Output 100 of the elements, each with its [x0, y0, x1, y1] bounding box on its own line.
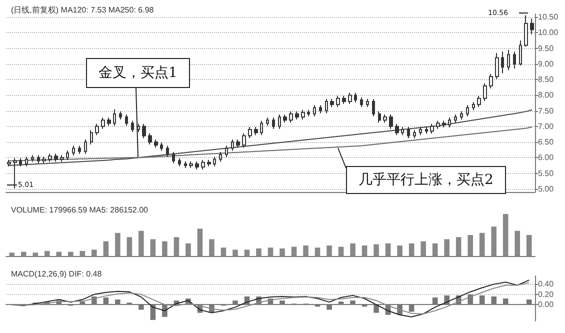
- bar: [80, 250, 86, 256]
- candlestick: [260, 120, 263, 136]
- bar: [115, 232, 120, 256]
- bar: [432, 243, 438, 256]
- candlestick: [313, 104, 316, 117]
- bar: [244, 250, 250, 256]
- candlestick: [372, 98, 375, 117]
- candlestick: [336, 95, 340, 108]
- candlestick: [84, 139, 87, 154]
- bar: [20, 252, 26, 256]
- candlestick: [495, 52, 499, 80]
- bar: [314, 248, 320, 256]
- candlestick: [319, 104, 322, 114]
- candlestick: [178, 158, 181, 167]
- candlestick: [148, 132, 152, 146]
- candlestick: [354, 92, 357, 103]
- y-tick-label: 5.00: [538, 184, 554, 194]
- annotation: 几乎平行上涨，买点2: [346, 166, 506, 194]
- y-tick-label: 0.20: [538, 290, 554, 299]
- candlestick: [172, 152, 175, 164]
- bar: [44, 250, 50, 256]
- bar: [174, 237, 180, 256]
- candlestick: [436, 120, 440, 130]
- candlestick: [283, 114, 287, 124]
- bar: [514, 230, 520, 256]
- candlestick: [483, 82, 487, 102]
- candlestick: [137, 123, 140, 133]
- y-tick-label: 0.00: [538, 300, 554, 310]
- chart-title: MACD(12,26,9) DIF: 0.48: [11, 270, 102, 278]
- candlestick: [195, 160, 199, 170]
- candlestick: [401, 126, 404, 136]
- candlestick: [295, 110, 299, 120]
- bar: [526, 235, 532, 256]
- bar: [209, 239, 214, 256]
- candlestick: [383, 114, 387, 124]
- candlestick: [448, 117, 451, 128]
- bar: [232, 250, 238, 256]
- candlestick: [272, 117, 275, 130]
- candlestick: [501, 50, 504, 74]
- candlestick: [166, 145, 169, 158]
- bar: [256, 248, 262, 256]
- bar: [186, 243, 191, 256]
- candlestick: [378, 110, 381, 124]
- candlestick: [131, 120, 134, 133]
- bar: [408, 243, 414, 256]
- candlestick: [107, 117, 111, 126]
- bar: [502, 214, 508, 256]
- y-tick-label: 10.00: [538, 28, 559, 38]
- candlestick: [189, 160, 193, 168]
- candlestick: [119, 110, 122, 120]
- bar: [126, 237, 132, 256]
- y-tick-label: 9.00: [538, 59, 554, 68]
- candlestick: [466, 104, 469, 117]
- line-series: [8, 126, 533, 162]
- candlestick: [201, 159, 205, 170]
- bar: [385, 243, 391, 256]
- candlestick: [360, 96, 363, 108]
- bar: [68, 252, 74, 256]
- bar: [197, 228, 203, 256]
- candlestick: [48, 153, 52, 162]
- candlestick: [125, 114, 128, 126]
- candlestick: [78, 145, 81, 154]
- bar: [32, 252, 38, 256]
- candlestick: [519, 40, 522, 66]
- candlestick: [248, 126, 252, 139]
- candlestick: [95, 123, 99, 136]
- candlestick: [289, 110, 293, 124]
- candlestick: [54, 153, 58, 162]
- candlestick: [160, 142, 163, 152]
- candlestick: [66, 150, 69, 161]
- bar: [420, 241, 426, 256]
- y-tick-label: 9.50: [538, 44, 554, 53]
- bar: [326, 246, 332, 256]
- chart-title: VOLUME: 179966.59 MA5: 286152.00: [11, 206, 149, 214]
- candlestick: [7, 159, 11, 167]
- candlestick: [419, 126, 422, 136]
- bar: [150, 239, 156, 256]
- candlestick: [325, 98, 328, 114]
- candlestick: [154, 139, 158, 148]
- candlestick: [407, 126, 410, 139]
- bar: [220, 248, 226, 256]
- candlestick: [530, 18, 534, 35]
- candlestick: [242, 132, 246, 148]
- bar: [92, 250, 97, 256]
- candlestick: [348, 92, 352, 104]
- candlestick: [219, 152, 222, 162]
- candlestick: [507, 49, 510, 71]
- candlestick: [278, 114, 281, 130]
- bar: [444, 239, 450, 256]
- candlestick: [266, 117, 269, 126]
- candlestick: [425, 126, 428, 134]
- candlestick: [472, 102, 475, 111]
- candlestick: [25, 156, 28, 167]
- y-tick-label: 6.00: [538, 153, 554, 162]
- candlestick: [225, 145, 228, 158]
- candlestick: [430, 123, 434, 134]
- y-tick-label: 0.40: [538, 280, 554, 289]
- bar: [456, 237, 462, 256]
- bar: [138, 230, 144, 256]
- candlestick: [207, 159, 211, 167]
